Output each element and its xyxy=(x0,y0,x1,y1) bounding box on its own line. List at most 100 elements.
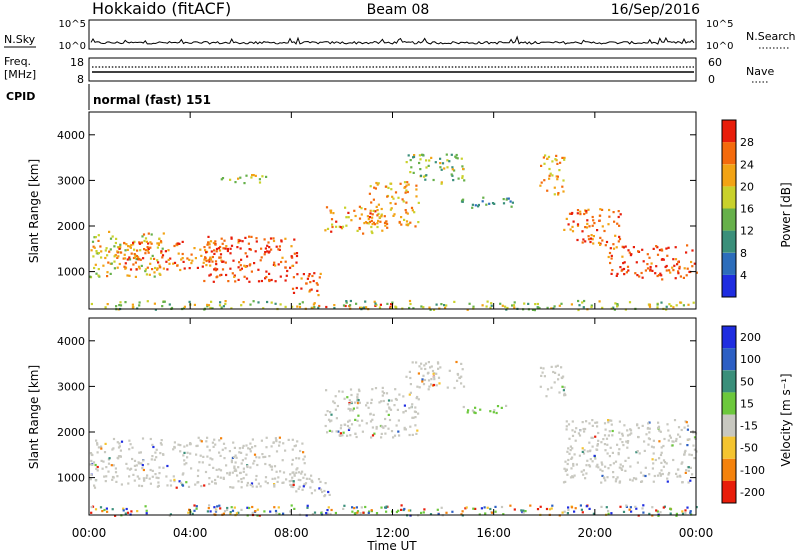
velocity-cell xyxy=(403,404,406,407)
power-cell xyxy=(555,154,558,157)
velocity-cell xyxy=(302,458,305,461)
power-cell xyxy=(627,249,630,252)
power-cell xyxy=(331,225,334,229)
velocity-cell xyxy=(181,484,185,487)
velocity-cell xyxy=(414,424,417,427)
power-cell xyxy=(677,272,680,275)
power-cell xyxy=(193,247,196,250)
velocity-cell xyxy=(609,464,612,467)
velocity-cell xyxy=(240,451,243,454)
velocity-cell xyxy=(356,395,359,398)
station-title: Hokkaido (fitACF) xyxy=(92,0,231,18)
velocity-cell xyxy=(313,489,317,492)
velocity-cell xyxy=(612,476,615,479)
velocity-cell xyxy=(296,467,299,470)
velocity-cell xyxy=(273,485,276,488)
velocity-cell xyxy=(292,483,295,486)
velocity-cell xyxy=(213,506,216,509)
velocity-cell xyxy=(152,445,155,449)
power-cell xyxy=(239,176,242,179)
velocity-cell xyxy=(673,419,677,422)
velocity-cell xyxy=(614,460,618,463)
velocity-cell xyxy=(607,419,610,422)
power-cell xyxy=(128,256,131,259)
velocity-cell xyxy=(146,474,149,477)
power-cell xyxy=(193,303,196,306)
power-cell xyxy=(599,243,602,246)
power-cell xyxy=(546,157,549,160)
freq-left-tick-top: 18 xyxy=(70,56,84,69)
velocity-cell xyxy=(438,382,441,385)
velocity-cell xyxy=(420,367,423,370)
power-cell xyxy=(209,256,212,259)
velocity-cell xyxy=(237,480,240,483)
power-cell xyxy=(335,220,338,223)
power-cell xyxy=(220,178,223,181)
power-cell xyxy=(674,277,677,280)
power-cell xyxy=(142,257,145,260)
power-cell xyxy=(165,260,168,263)
power-cell xyxy=(147,242,150,245)
velocity-cell xyxy=(460,362,463,365)
power-cell xyxy=(216,268,219,271)
power-cell xyxy=(113,245,116,248)
power-cell xyxy=(93,266,96,270)
velocity-cell xyxy=(149,468,152,472)
velocity-cell xyxy=(349,409,352,412)
power-cell xyxy=(146,246,149,249)
velocity-cell xyxy=(329,411,332,414)
velocity-cell xyxy=(216,475,219,478)
velocity-cell xyxy=(159,442,162,445)
velocity-cell xyxy=(95,467,98,470)
power-cell xyxy=(342,304,346,307)
velocity-cell xyxy=(474,406,477,409)
velocity-cell xyxy=(95,439,98,442)
velocity-cell xyxy=(203,484,206,487)
power-cell xyxy=(461,176,464,179)
power-cell xyxy=(422,175,426,178)
power-cell xyxy=(411,209,414,212)
power-cell xyxy=(274,280,277,283)
velocity-cell xyxy=(301,442,304,445)
velocity-cell xyxy=(366,401,369,404)
power-cell xyxy=(93,246,96,249)
power-cell xyxy=(592,235,595,238)
velocity-cell xyxy=(105,507,108,510)
power-cell xyxy=(405,201,408,204)
velocity-cell xyxy=(367,406,370,409)
velocity-cell xyxy=(264,480,267,483)
velocity-cell xyxy=(384,417,387,421)
power-cell xyxy=(419,158,422,161)
power-cell xyxy=(381,229,384,232)
noise-trace xyxy=(90,35,695,45)
power-cell xyxy=(215,250,218,253)
power-cell xyxy=(263,238,266,241)
velocity-cell xyxy=(554,365,557,368)
velocity-cell xyxy=(627,456,630,459)
freq-right-tick-bottom: 0 xyxy=(708,73,715,86)
velocity-cell xyxy=(640,480,643,483)
velocity-cell xyxy=(187,485,191,488)
power-cell xyxy=(590,234,593,237)
velocity-cell xyxy=(513,508,516,511)
velocity-cell xyxy=(104,442,107,445)
power-cell xyxy=(159,240,163,243)
velocity-cell xyxy=(607,509,610,513)
velocity-cell xyxy=(229,486,232,489)
power-cell xyxy=(234,280,237,283)
velocity-cell xyxy=(218,439,221,442)
velocity-cell xyxy=(130,467,133,470)
velocity-cell xyxy=(106,510,109,513)
velocity-cell xyxy=(685,421,688,424)
power-cell xyxy=(255,237,258,240)
velocity-cell xyxy=(415,432,418,435)
velocity-cell xyxy=(96,443,99,446)
velocity-cell xyxy=(112,464,115,467)
power-cell xyxy=(589,237,593,240)
power-cell xyxy=(660,301,663,304)
power-cell xyxy=(298,302,301,306)
power-cell xyxy=(105,247,108,250)
power-cell xyxy=(617,240,620,243)
velocity-cell xyxy=(324,482,327,485)
power-cell xyxy=(630,253,633,256)
